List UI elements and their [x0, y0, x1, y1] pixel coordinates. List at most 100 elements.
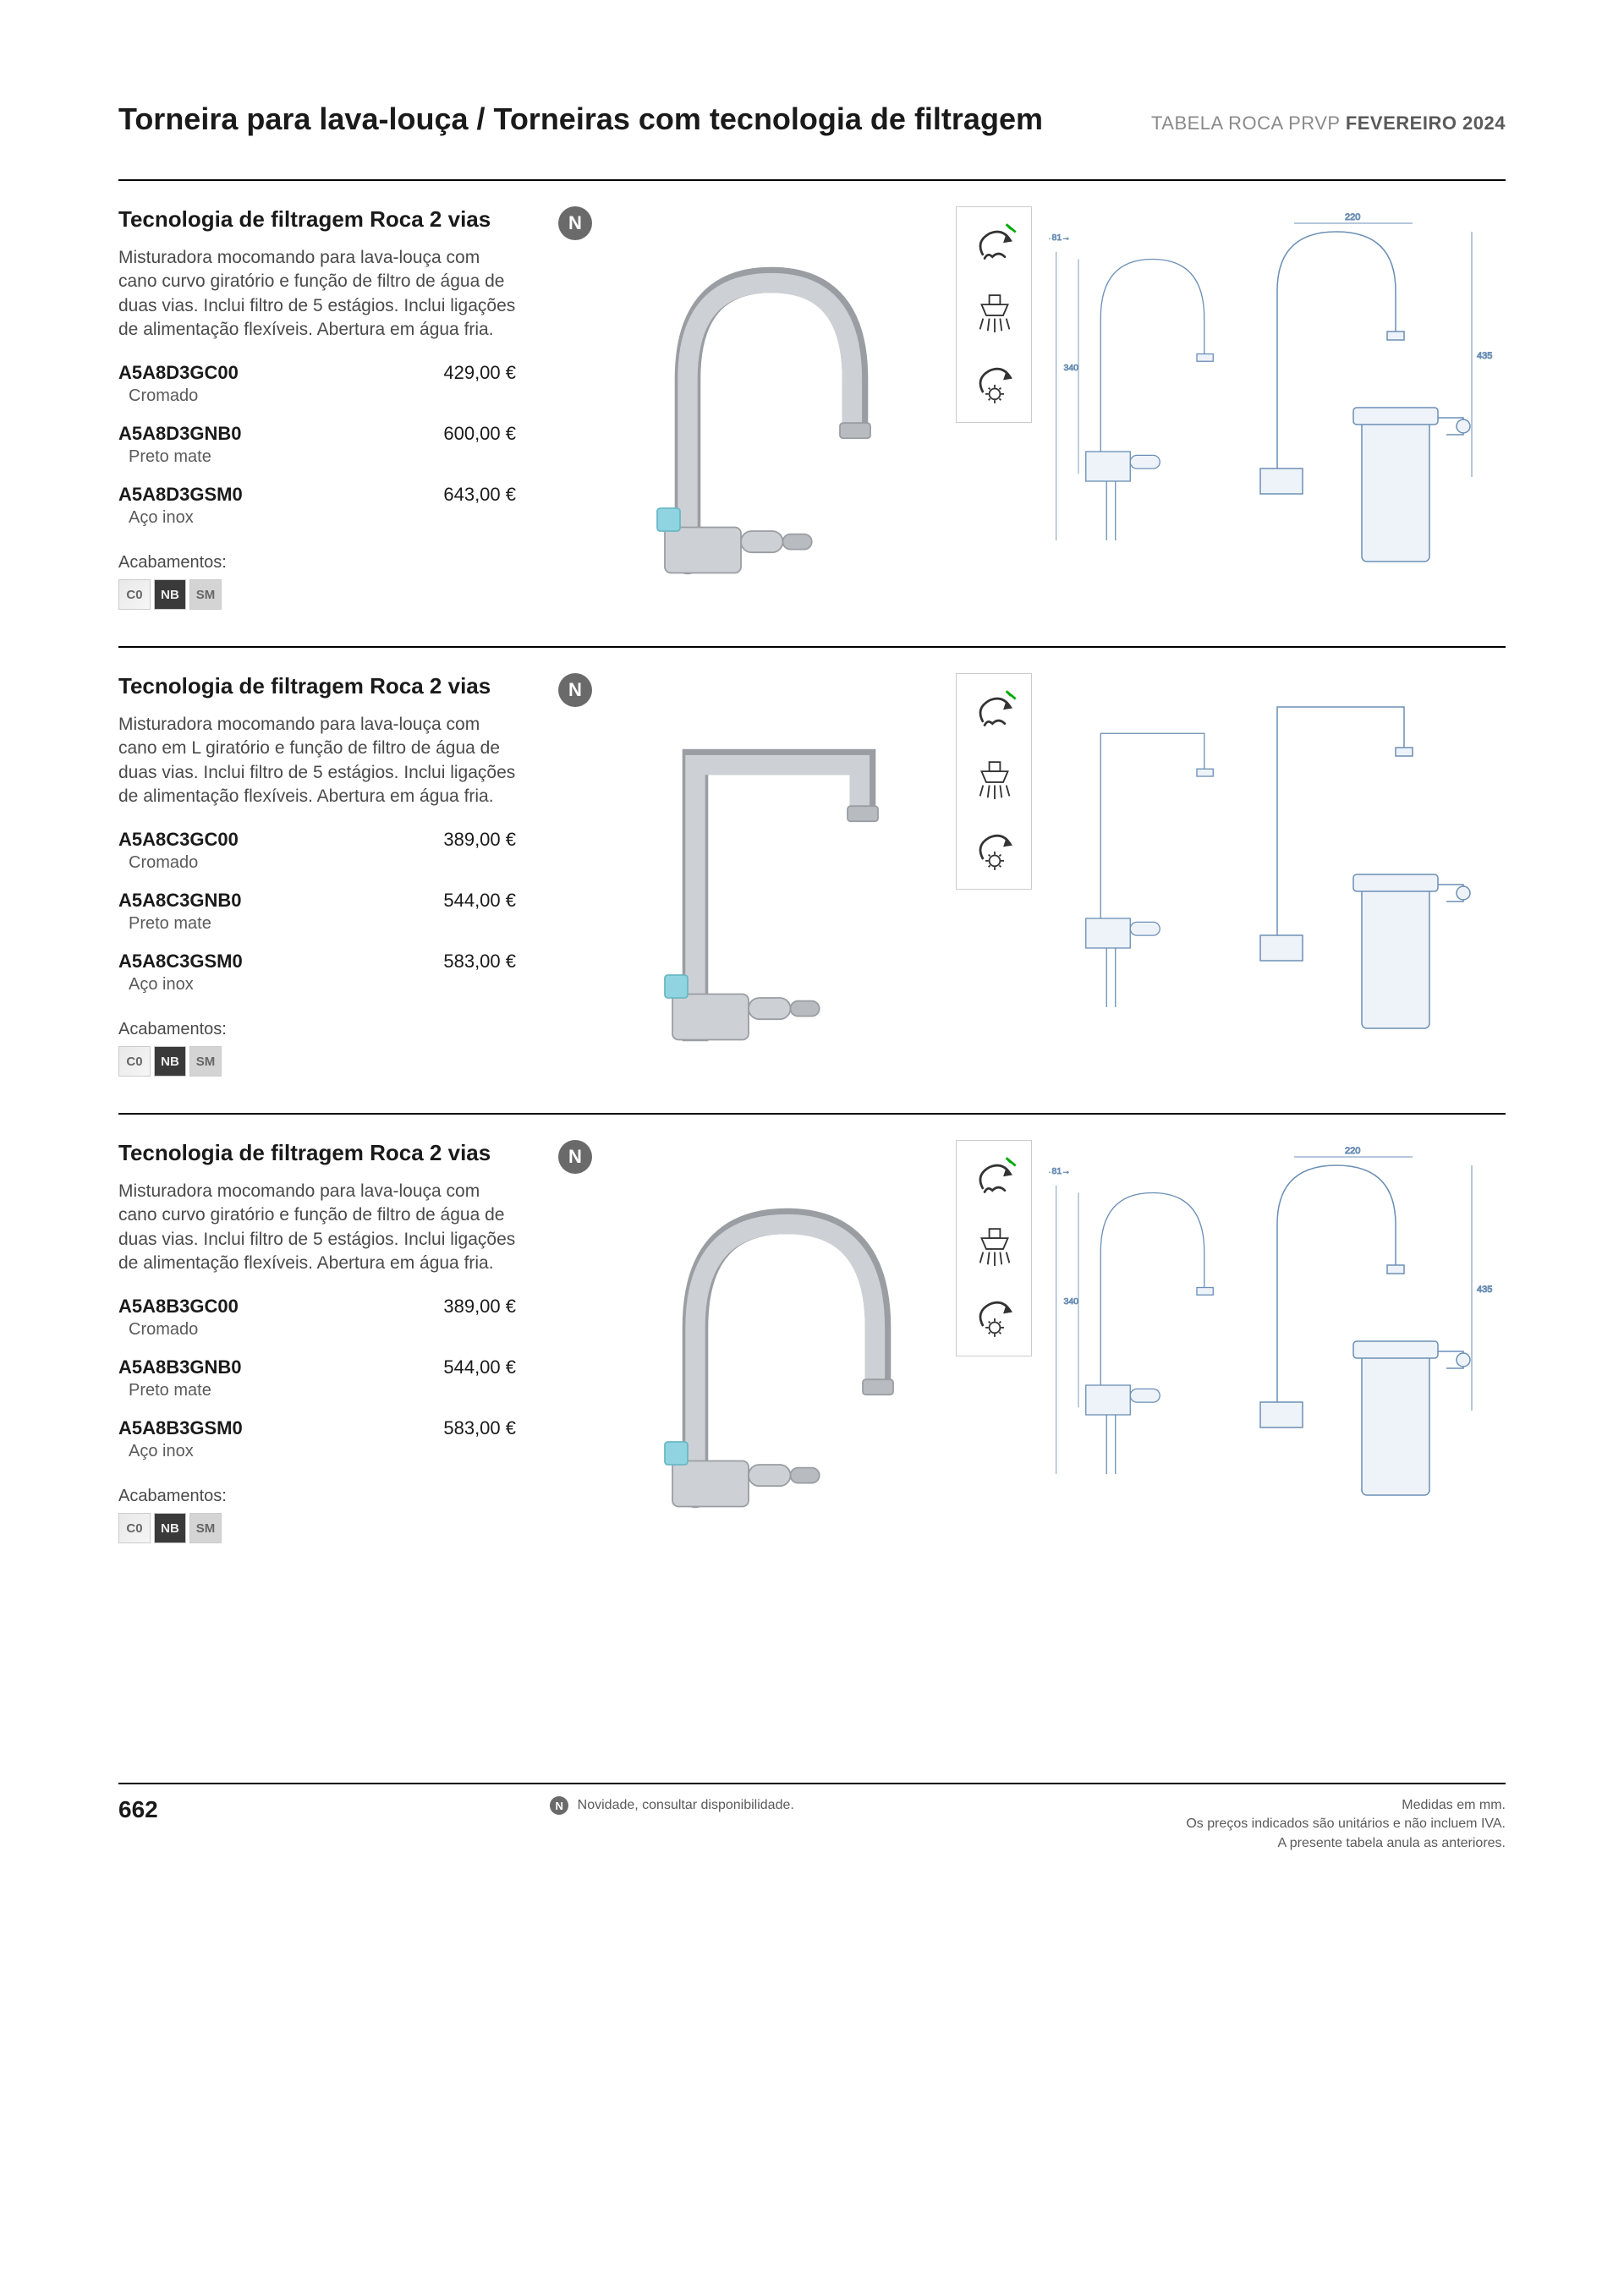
variant-price: 389,00 €	[443, 829, 516, 851]
variant-row: A5A8B3GNB0 Preto mate 544,00 €	[118, 1356, 516, 1400]
variant-row: A5A8C3GSM0 Aço inox 583,00 €	[118, 951, 516, 995]
swatch-nb: NB	[154, 1513, 186, 1543]
swatch-sm: SM	[189, 1046, 222, 1077]
variant-price: 544,00 €	[443, 1356, 516, 1378]
header-meta: TABELA ROCA PRVP FEVEREIRO 2024	[1151, 112, 1506, 134]
variant-price: 643,00 €	[443, 484, 516, 506]
variant-price: 583,00 €	[443, 951, 516, 973]
finish-swatches: C0 NB SM	[118, 1513, 516, 1543]
tech-drawing-tap-icon	[1049, 1140, 1226, 1512]
technical-drawings	[1049, 206, 1506, 578]
tap-illustration-icon	[558, 206, 939, 612]
product-section: Tecnologia de filtragem Roca 2 vias Mist…	[118, 179, 1506, 612]
variant-finish: Preto mate	[118, 1381, 242, 1400]
swatch-c0: C0	[118, 579, 151, 610]
product-image-column: N	[558, 673, 1506, 1079]
product-render: N	[558, 1140, 939, 1546]
variant-price: 544,00 €	[443, 890, 516, 912]
feature-icons	[956, 673, 1032, 890]
product-section: Tecnologia de filtragem Roca 2 vias Mist…	[118, 1113, 1506, 1546]
variant-finish: Aço inox	[118, 508, 243, 528]
variant-info: A5A8D3GSM0 Aço inox	[118, 484, 243, 528]
page-title: Torneira para lava-louça / Torneiras com…	[118, 101, 1043, 137]
swatch-nb: NB	[154, 1046, 186, 1077]
tech-drawing-tap-icon	[1049, 673, 1226, 1045]
variant-price: 429,00 €	[443, 362, 516, 384]
variant-price: 600,00 €	[443, 423, 516, 445]
product-render: N	[558, 673, 939, 1079]
product-image-column: N	[558, 1140, 1506, 1546]
tech-drawing-filter-icon	[1243, 206, 1497, 578]
tech-drawing-filter-icon	[1243, 673, 1497, 1045]
cold-open-icon	[965, 821, 1024, 880]
variant-info: A5A8B3GNB0 Preto mate	[118, 1356, 242, 1400]
finish-swatches: C0 NB SM	[118, 1046, 516, 1077]
variant-finish: Cromado	[118, 1320, 239, 1340]
tap-illustration-icon	[558, 673, 939, 1079]
footer-novidade: N Novidade, consultar disponibilidade.	[550, 1796, 794, 1815]
swatch-nb: NB	[154, 579, 186, 610]
variant-info: A5A8B3GC00 Cromado	[118, 1296, 239, 1340]
swatch-sm: SM	[189, 1513, 222, 1543]
variant-code: A5A8C3GC00	[118, 829, 239, 851]
swatch-sm: SM	[189, 579, 222, 610]
variant-row: A5A8D3GNB0 Preto mate 600,00 €	[118, 423, 516, 467]
page-header: Torneira para lava-louça / Torneiras com…	[118, 101, 1506, 137]
header-prefix: TABELA ROCA PRVP	[1151, 112, 1346, 134]
variant-info: A5A8D3GC00 Cromado	[118, 362, 239, 406]
variant-info: A5A8C3GSM0 Aço inox	[118, 951, 243, 995]
swatch-c0: C0	[118, 1046, 151, 1077]
variant-code: A5A8D3GSM0	[118, 484, 243, 506]
product-text-column: Tecnologia de filtragem Roca 2 vias Mist…	[118, 206, 516, 612]
variant-finish: Preto mate	[118, 447, 242, 467]
product-text-column: Tecnologia de filtragem Roca 2 vias Mist…	[118, 673, 516, 1079]
finish-swatches: C0 NB SM	[118, 579, 516, 610]
variant-code: A5A8C3GSM0	[118, 951, 243, 973]
feature-icons	[956, 206, 1032, 423]
tap-illustration-icon	[558, 1140, 939, 1546]
product-text-column: Tecnologia de filtragem Roca 2 vias Mist…	[118, 1140, 516, 1546]
header-date: FEVEREIRO 2024	[1346, 112, 1506, 134]
variant-price: 389,00 €	[443, 1296, 516, 1318]
variant-row: A5A8D3GSM0 Aço inox 643,00 €	[118, 484, 516, 528]
technical-drawings	[1049, 673, 1506, 1045]
product-image-column: N	[558, 206, 1506, 612]
variant-row: A5A8B3GC00 Cromado 389,00 €	[118, 1296, 516, 1340]
footer-note-2: Os preços indicados são unitários e não …	[1186, 1815, 1506, 1833]
variant-code: A5A8D3GNB0	[118, 423, 242, 445]
variant-row: A5A8C3GC00 Cromado 389,00 €	[118, 829, 516, 873]
variant-code: A5A8C3GNB0	[118, 890, 242, 912]
tech-drawing-tap-icon	[1049, 206, 1226, 578]
product-description: Misturadora mocomando para lava-louça co…	[118, 1180, 516, 1275]
product-title: Tecnologia de filtragem Roca 2 vias	[118, 1140, 516, 1166]
variant-info: A5A8C3GNB0 Preto mate	[118, 890, 242, 934]
aerator-icon	[965, 1219, 1024, 1278]
variant-finish: Aço inox	[118, 975, 243, 995]
variant-code: A5A8B3GSM0	[118, 1417, 243, 1439]
rotate-lever-icon	[965, 1149, 1024, 1208]
footer-note-1: Medidas em mm.	[1186, 1796, 1506, 1815]
variant-info: A5A8D3GNB0 Preto mate	[118, 423, 242, 467]
variant-code: A5A8B3GC00	[118, 1296, 239, 1318]
variant-info: A5A8C3GC00 Cromado	[118, 829, 239, 873]
technical-drawings	[1049, 1140, 1506, 1512]
novidade-badge-icon: N	[550, 1796, 568, 1815]
product-render: N	[558, 206, 939, 612]
product-description: Misturadora mocomando para lava-louça co…	[118, 246, 516, 342]
variant-code: A5A8D3GC00	[118, 362, 239, 384]
novidade-badge-icon: N	[558, 206, 592, 240]
variant-finish: Preto mate	[118, 914, 242, 934]
product-description: Misturadora mocomando para lava-louça co…	[118, 713, 516, 808]
aerator-icon	[965, 285, 1024, 344]
aerator-icon	[965, 752, 1024, 811]
novidade-badge-icon: N	[558, 673, 592, 707]
cold-open-icon	[965, 1288, 1024, 1347]
variant-price: 583,00 €	[443, 1417, 516, 1439]
variant-row: A5A8C3GNB0 Preto mate 544,00 €	[118, 890, 516, 934]
product-title: Tecnologia de filtragem Roca 2 vias	[118, 206, 516, 233]
variant-finish: Cromado	[118, 853, 239, 873]
variant-row: A5A8B3GSM0 Aço inox 583,00 €	[118, 1417, 516, 1461]
variant-info: A5A8B3GSM0 Aço inox	[118, 1417, 243, 1461]
page-footer: 662 N Novidade, consultar disponibilidad…	[118, 1783, 1506, 1853]
feature-icons	[956, 1140, 1032, 1356]
